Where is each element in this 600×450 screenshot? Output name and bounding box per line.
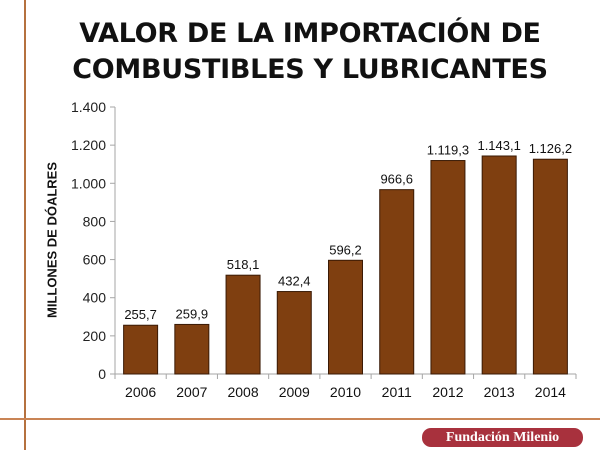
- x-tick-label: 2010: [330, 384, 361, 400]
- data-label: 432,4: [278, 274, 311, 289]
- bar-2009: [276, 291, 312, 375]
- x-tick-label: 2007: [176, 384, 207, 400]
- data-label: 259,9: [176, 306, 209, 321]
- y-tick-label: 1.000: [71, 175, 106, 191]
- x-tick-label: 2014: [535, 384, 566, 400]
- title-line-2: COMBUSTIBLES Y LUBRICANTES: [72, 54, 548, 85]
- fundacion-milenio-logo: Fundación Milenio: [422, 428, 583, 447]
- title-line-1: VALOR DE LA IMPORTACIÓN DE: [79, 18, 541, 49]
- labels: 255,7 2006 259,9 2007 518,1 2008 432,4 2009 596,…: [124, 138, 572, 400]
- axes: 0 200 400 600 800 1.000 1.200 1.400: [71, 99, 577, 382]
- bar-2013: [481, 155, 517, 375]
- x-tick-label: 2008: [227, 384, 258, 400]
- slide-title: VALOR DE LA IMPORTACIÓN DE COMBUSTIBLES …: [40, 16, 580, 88]
- left-decorative-line: [24, 0, 26, 450]
- bar-2008: [225, 274, 261, 375]
- bar-2011: [379, 189, 415, 375]
- bottom-decorative-line: [0, 418, 600, 420]
- data-label: 966,6: [380, 172, 413, 187]
- bar-2012: [430, 160, 466, 375]
- x-tick-label: 2009: [279, 384, 310, 400]
- y-tick-label: 1.400: [71, 99, 106, 115]
- y-tick-label: 600: [83, 252, 107, 268]
- x-tick-label: 2011: [382, 384, 412, 400]
- x-tick-label: 2013: [484, 384, 515, 400]
- bar-2006: [123, 324, 159, 375]
- data-label: 1.119,3: [427, 143, 469, 158]
- bars: [123, 155, 568, 375]
- y-tick-label: 800: [83, 213, 107, 229]
- bar-2010: [328, 259, 363, 375]
- y-tick-label: 1.200: [71, 137, 106, 153]
- x-tick-label: 2006: [125, 384, 156, 400]
- y-tick-label: 400: [83, 290, 107, 306]
- data-label: 596,2: [329, 242, 362, 257]
- data-label: 1.143,1: [477, 138, 520, 153]
- y-tick-label: 200: [83, 328, 107, 344]
- data-label: 255,7: [124, 307, 157, 322]
- bar-2007: [174, 323, 210, 375]
- bar-2014: [532, 158, 568, 375]
- y-tick-label: 0: [98, 366, 106, 382]
- x-tick-label: 2012: [432, 384, 463, 400]
- data-label: 518,1: [227, 257, 260, 272]
- data-label: 1.126,2: [529, 141, 572, 156]
